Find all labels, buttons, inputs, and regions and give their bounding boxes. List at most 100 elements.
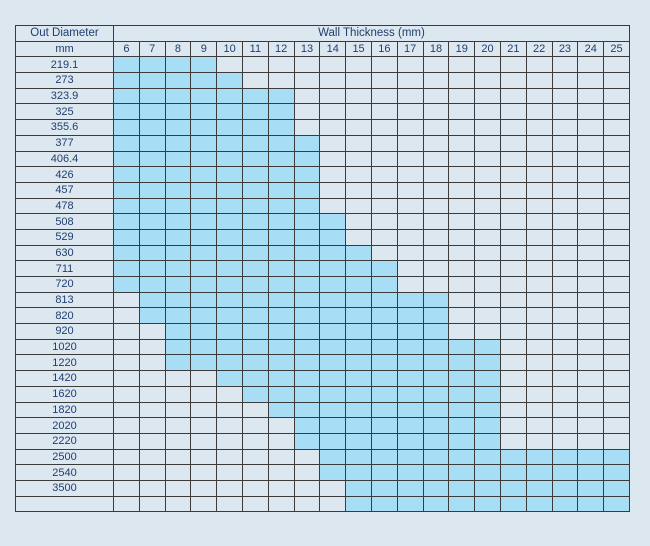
- empty-cell: [525, 119, 553, 136]
- available-cell: [216, 276, 243, 293]
- available-cell: [345, 338, 372, 356]
- empty-cell: [113, 417, 140, 434]
- available-cell: [190, 307, 218, 325]
- available-cell: [113, 260, 140, 277]
- empty-cell: [190, 370, 218, 387]
- available-cell: [164, 354, 192, 372]
- empty-cell: [525, 354, 553, 372]
- empty-cell: [551, 72, 579, 89]
- available-cell: [216, 103, 243, 121]
- empty-cell: [448, 87, 476, 105]
- empty-cell: [577, 432, 605, 450]
- empty-cell: [474, 87, 501, 105]
- available-cell: [241, 370, 269, 387]
- header-row: Out Diameter Wall Thickness (mm): [15, 25, 630, 42]
- empty-cell: [370, 181, 398, 199]
- table-row: 508: [15, 213, 630, 230]
- available-cell: [138, 72, 166, 89]
- available-cell: [422, 432, 450, 450]
- out-diameter-header: Out Diameter: [15, 25, 114, 42]
- empty-cell: [577, 197, 605, 215]
- empty-cell: [499, 119, 527, 136]
- empty-cell: [474, 291, 501, 309]
- empty-cell: [474, 244, 501, 262]
- diameter-cell: 1820: [15, 401, 114, 419]
- empty-cell: [551, 354, 579, 372]
- available-cell: [241, 197, 269, 215]
- available-cell: [293, 134, 321, 152]
- available-cell: [216, 323, 243, 340]
- thickness-header-cell: 16: [370, 40, 398, 58]
- empty-cell: [345, 181, 372, 199]
- available-cell: [164, 244, 192, 262]
- empty-cell: [525, 432, 553, 450]
- available-cell: [448, 401, 476, 419]
- empty-cell: [422, 87, 450, 105]
- available-cell: [345, 495, 372, 513]
- empty-cell: [499, 370, 527, 387]
- empty-cell: [113, 432, 140, 450]
- available-cell: [216, 244, 243, 262]
- available-cell: [345, 291, 372, 309]
- available-cell: [190, 166, 218, 183]
- empty-cell: [603, 103, 630, 121]
- available-cell: [293, 244, 321, 262]
- empty-cell: [577, 72, 605, 89]
- available-cell: [267, 103, 295, 121]
- empty-cell: [216, 432, 243, 450]
- available-cell: [293, 354, 321, 372]
- empty-cell: [525, 417, 553, 434]
- empty-cell: [448, 150, 476, 168]
- available-cell: [216, 134, 243, 152]
- empty-cell: [138, 338, 166, 356]
- empty-cell: [577, 417, 605, 434]
- diameter-cell: 323.9: [15, 87, 114, 105]
- available-cell: [138, 103, 166, 121]
- available-cell: [241, 307, 269, 325]
- empty-cell: [241, 479, 269, 497]
- available-cell: [319, 354, 347, 372]
- available-cell: [319, 401, 347, 419]
- available-cell: [267, 119, 295, 136]
- empty-cell: [345, 213, 372, 230]
- empty-cell: [241, 56, 269, 74]
- empty-cell: [474, 213, 501, 230]
- empty-cell: [138, 479, 166, 497]
- empty-cell: [370, 244, 398, 262]
- empty-cell: [267, 464, 295, 481]
- available-cell: [138, 244, 166, 262]
- empty-cell: [499, 291, 527, 309]
- available-cell: [370, 464, 398, 481]
- available-cell: [241, 260, 269, 277]
- available-cell: [216, 150, 243, 168]
- available-cell: [345, 432, 372, 450]
- empty-cell: [370, 72, 398, 89]
- empty-cell: [499, 417, 527, 434]
- empty-cell: [499, 385, 527, 403]
- empty-cell: [267, 448, 295, 466]
- available-cell: [293, 338, 321, 356]
- empty-cell: [577, 260, 605, 277]
- empty-cell: [396, 213, 424, 230]
- empty-cell: [396, 56, 424, 74]
- diameter-cell: 820: [15, 307, 114, 325]
- available-cell: [396, 479, 424, 497]
- available-cell: [164, 197, 192, 215]
- available-cell: [241, 181, 269, 199]
- empty-cell: [577, 291, 605, 309]
- thickness-header-cell: 7: [138, 40, 166, 58]
- available-cell: [499, 448, 527, 466]
- empty-cell: [164, 401, 192, 419]
- available-cell: [138, 260, 166, 277]
- table-row: 630: [15, 244, 630, 262]
- available-cell: [422, 291, 450, 309]
- empty-cell: [603, 166, 630, 183]
- empty-cell: [448, 181, 476, 199]
- available-cell: [138, 166, 166, 183]
- empty-cell: [267, 432, 295, 450]
- available-cell: [319, 432, 347, 450]
- available-cell: [267, 370, 295, 387]
- available-cell: [396, 291, 424, 309]
- available-cell: [577, 448, 605, 466]
- empty-cell: [603, 197, 630, 215]
